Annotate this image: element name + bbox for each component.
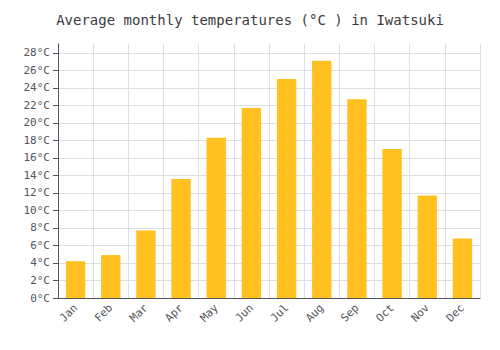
svg-text:Oct: Oct bbox=[373, 301, 396, 324]
svg-text:14°C: 14°C bbox=[24, 169, 51, 182]
svg-text:Feb: Feb bbox=[92, 301, 115, 324]
svg-text:Dec: Dec bbox=[444, 301, 467, 324]
svg-text:2°C: 2°C bbox=[30, 274, 50, 287]
svg-text:28°C: 28°C bbox=[24, 46, 51, 59]
svg-text:26°C: 26°C bbox=[24, 64, 51, 77]
svg-text:Apr: Apr bbox=[162, 301, 185, 324]
svg-text:16°C: 16°C bbox=[24, 151, 51, 164]
svg-text:22°C: 22°C bbox=[24, 99, 51, 112]
svg-text:Average monthly temperatures (: Average monthly temperatures (°C ) in Iw… bbox=[56, 12, 444, 28]
svg-text:Aug: Aug bbox=[303, 301, 326, 324]
svg-text:Jan: Jan bbox=[57, 301, 80, 324]
svg-text:6°C: 6°C bbox=[30, 239, 50, 252]
svg-text:8°C: 8°C bbox=[30, 221, 50, 234]
svg-text:24°C: 24°C bbox=[24, 81, 51, 94]
svg-text:May: May bbox=[198, 301, 221, 324]
svg-text:Nov: Nov bbox=[409, 301, 432, 324]
svg-text:Sep: Sep bbox=[338, 301, 361, 324]
svg-text:Mar: Mar bbox=[127, 301, 150, 324]
svg-text:Jul: Jul bbox=[268, 301, 291, 324]
svg-text:12°C: 12°C bbox=[24, 186, 51, 199]
svg-text:10°C: 10°C bbox=[24, 204, 51, 217]
svg-text:20°C: 20°C bbox=[24, 116, 51, 129]
svg-text:0°C: 0°C bbox=[30, 292, 50, 305]
svg-text:4°C: 4°C bbox=[30, 256, 50, 269]
svg-text:Jun: Jun bbox=[233, 301, 256, 324]
svg-text:18°C: 18°C bbox=[24, 134, 51, 147]
